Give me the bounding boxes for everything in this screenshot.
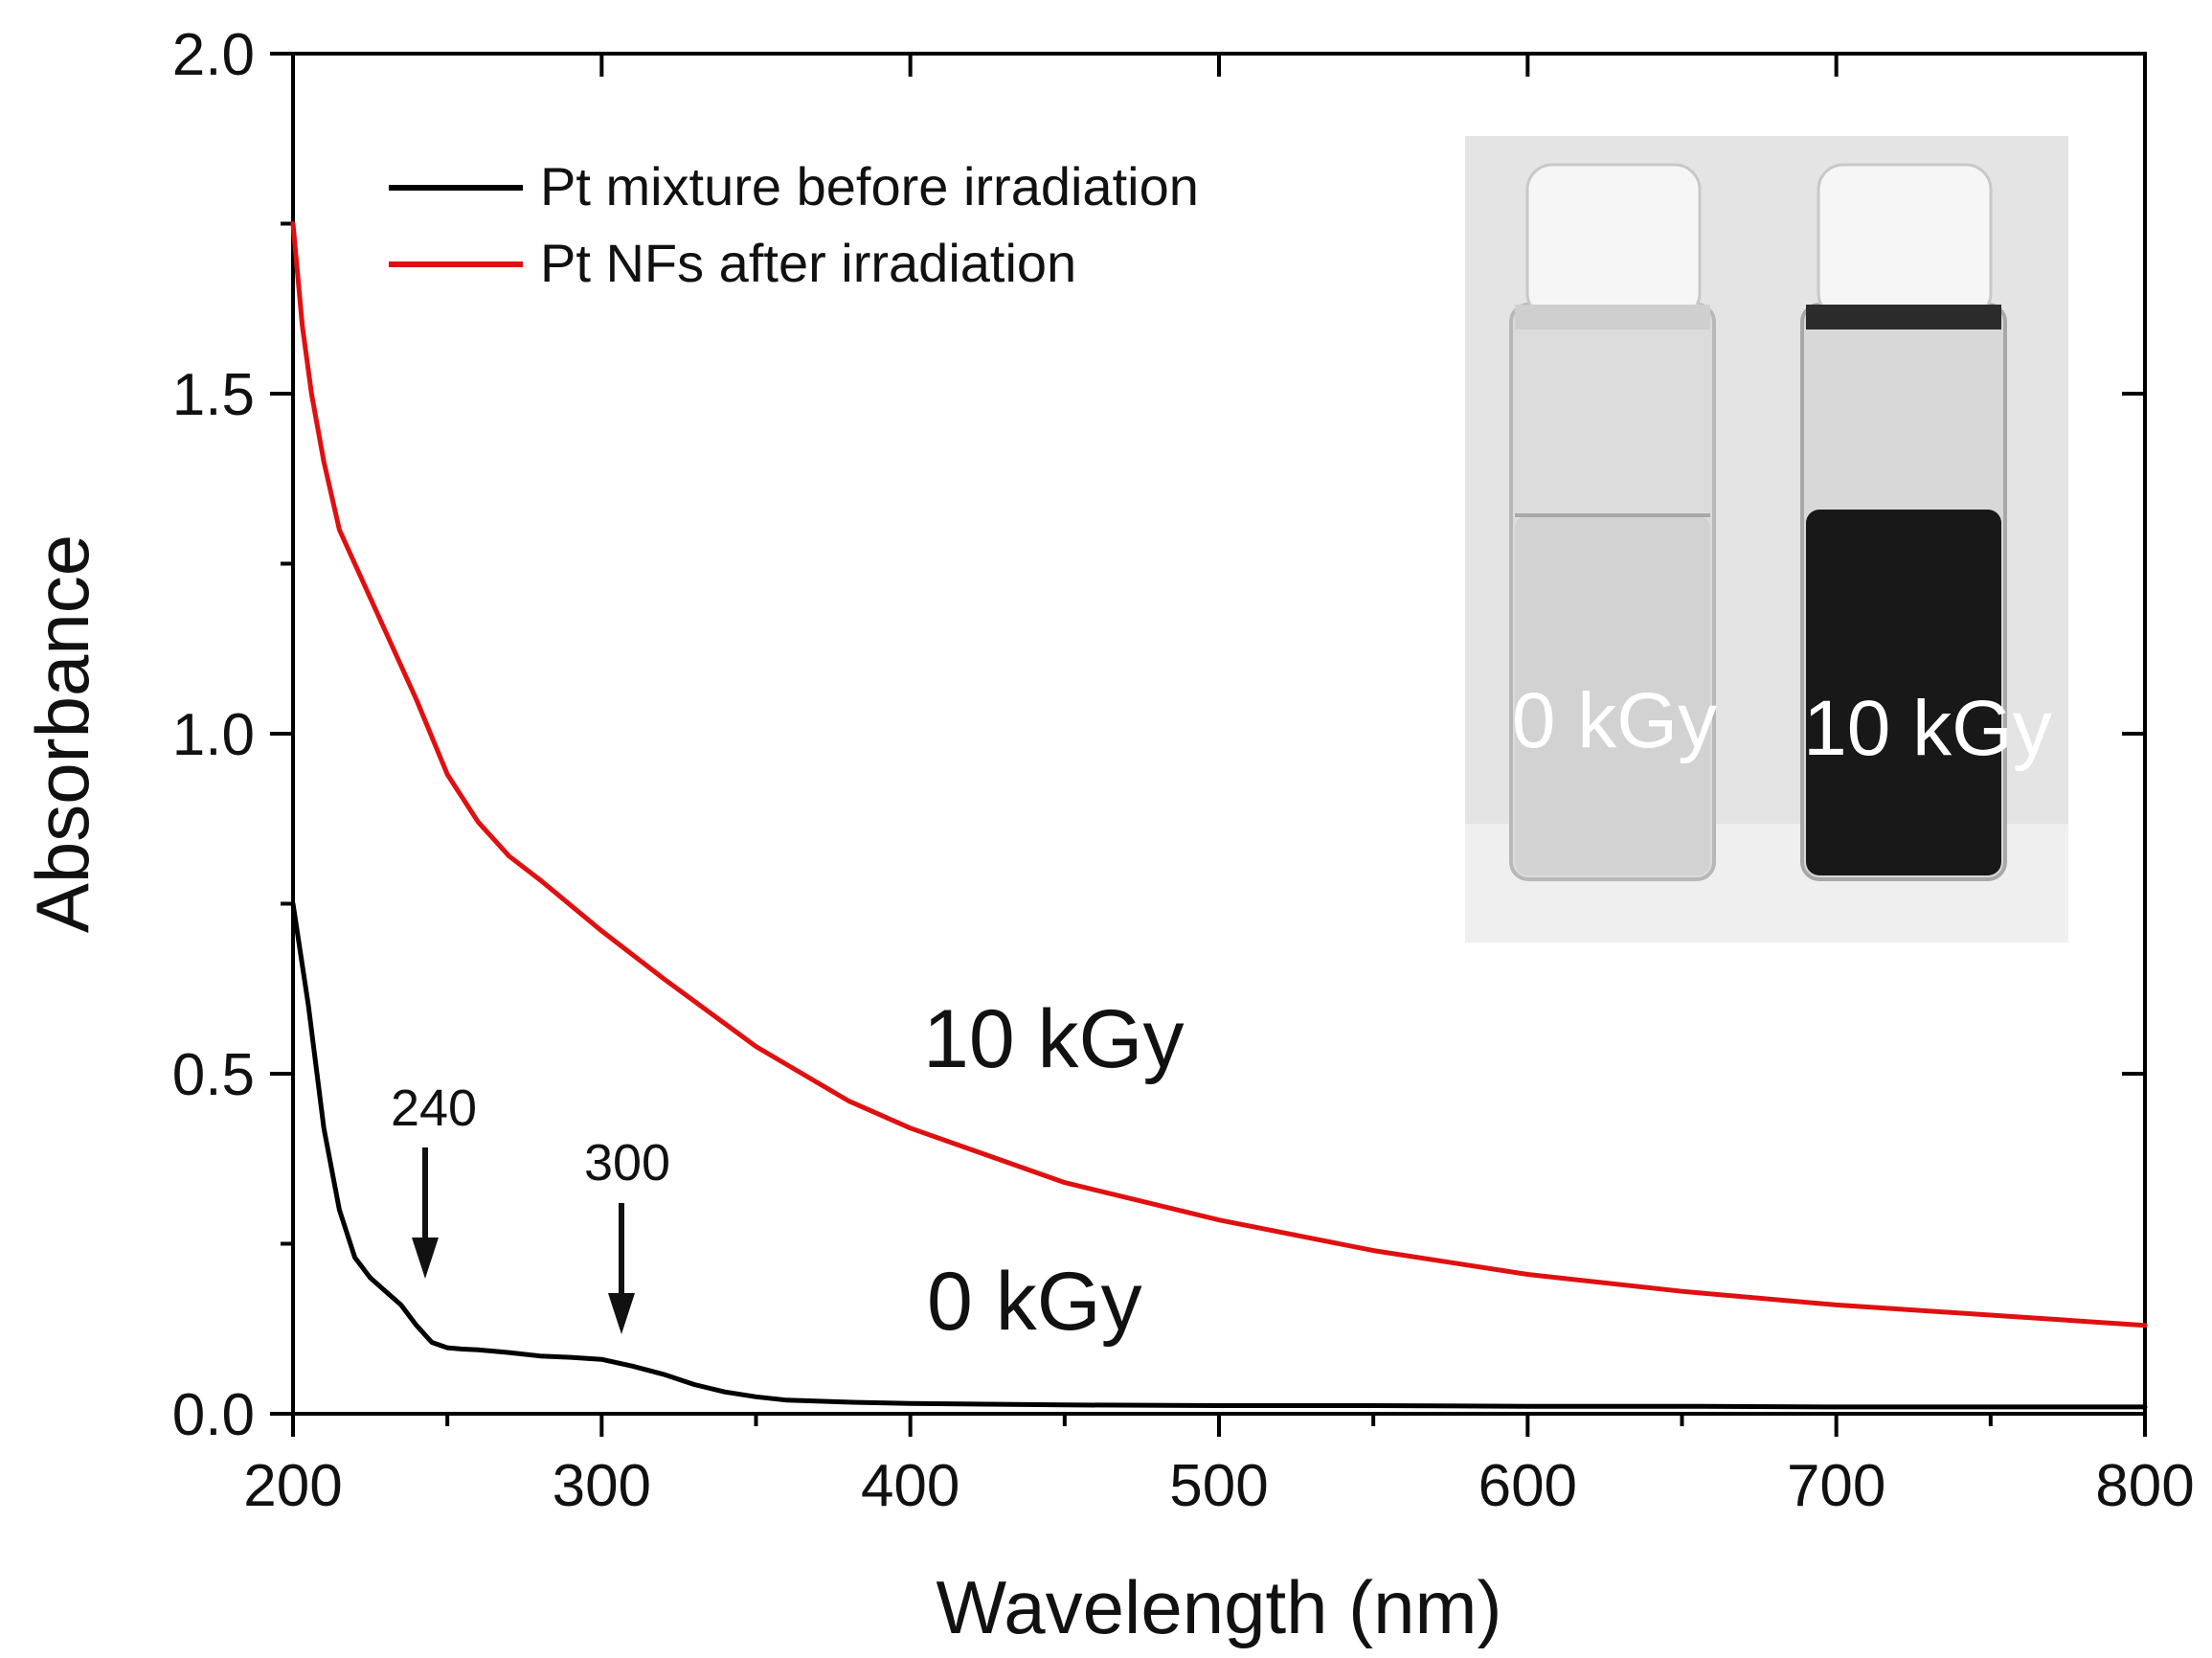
right-vial: 10 kGy (1800, 163, 2052, 881)
x-tick-label: 700 (1787, 1453, 1885, 1519)
legend-label-before: Pt mixture before irradiation (540, 156, 1199, 216)
annotation-300: 300 (584, 1134, 670, 1192)
x-tick-label: 200 (243, 1453, 342, 1519)
legend-label-after: Pt NFs after irradiation (540, 233, 1076, 293)
left-vial-label: 0 kGy (1512, 677, 1717, 764)
arrow-240-head (412, 1238, 439, 1279)
y-tick-label: 0.5 (172, 1042, 255, 1108)
x-tick-label: 400 (861, 1453, 959, 1519)
x-tick-label: 600 (1478, 1453, 1577, 1519)
x-axis-label: Wavelength (nm) (937, 1565, 1502, 1649)
arrow-300-head (608, 1293, 635, 1334)
annotations: 240 300 10 kGy 0 kGy (391, 993, 1185, 1348)
series-line-before-irradiation (290, 901, 2148, 1410)
y-tick-label: 0.0 (172, 1382, 255, 1448)
series-layer (290, 221, 2148, 1410)
annotation-0kgy: 0 kGy (927, 1256, 1142, 1348)
y-axis-ticks: 0.0 0.5 1.0 1.5 2.0 (172, 22, 2145, 1448)
legend: Pt mixture before irradiation Pt NFs aft… (389, 156, 1199, 293)
annotation-10kgy: 10 kGy (923, 993, 1184, 1085)
x-axis-ticks: 200 300 400 500 600 700 800 (243, 54, 2195, 1519)
y-tick-label: 1.5 (172, 362, 255, 428)
x-tick-label: 300 (553, 1453, 651, 1519)
y-tick-label: 1.0 (172, 702, 255, 768)
x-tick-label: 500 (1169, 1453, 1268, 1519)
right-vial-label: 10 kGy (1803, 685, 2052, 772)
y-axis-label: Absorbance (20, 534, 104, 933)
left-vial: 0 kGy (1509, 163, 1717, 881)
series-line-after-irradiation (290, 221, 2148, 1329)
y-tick-label: 2.0 (172, 22, 255, 88)
x-tick-label: 800 (2095, 1453, 2194, 1519)
annotation-240: 240 (391, 1079, 477, 1137)
inset-vial-photo: 0 kGy 10 kGy (1465, 136, 2068, 943)
